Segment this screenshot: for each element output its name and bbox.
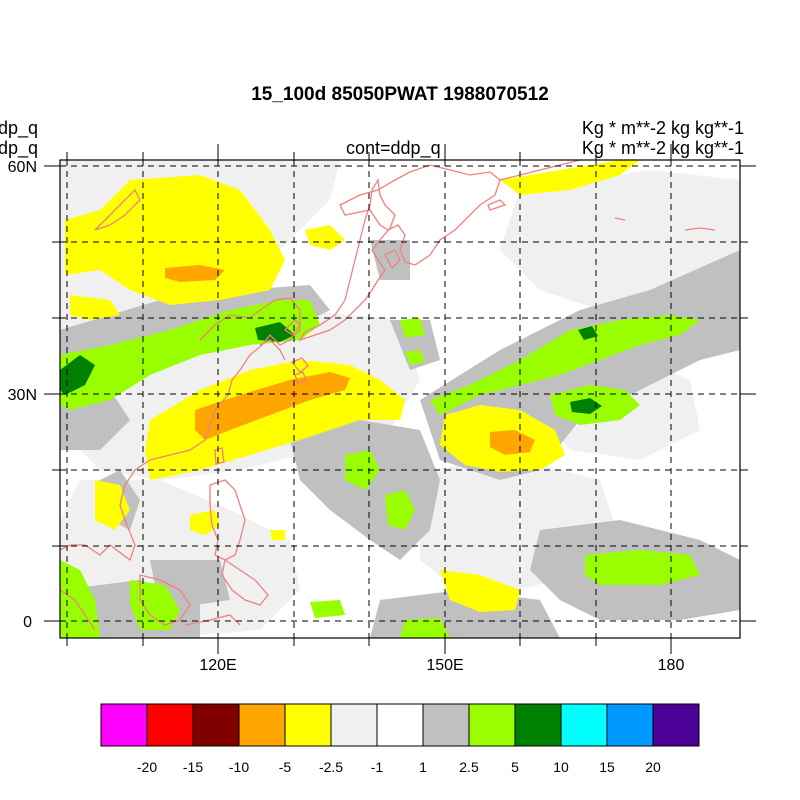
coastline <box>184 614 241 626</box>
green-region <box>310 600 345 618</box>
yellow-region <box>190 510 220 535</box>
colorbar-tick-label: 2.5 <box>459 759 479 775</box>
coastline <box>684 227 716 231</box>
orange-region <box>195 372 350 440</box>
green-region <box>60 300 320 410</box>
lat-label-0: 0 <box>23 614 32 631</box>
coastline <box>214 447 225 465</box>
light-gray-region <box>500 170 740 310</box>
lat-label-30n: 30N <box>8 387 37 404</box>
colorbar-tick-label: 20 <box>645 759 661 775</box>
coastline <box>283 319 301 336</box>
colorbar-box <box>100 703 148 747</box>
lat-label-60n: 60N <box>8 159 37 176</box>
green-region <box>385 490 415 530</box>
lon-label-120e: 120E <box>199 657 236 674</box>
dark-green-region <box>570 398 602 414</box>
colorbar-box <box>284 703 332 747</box>
colorbar-box <box>146 703 194 747</box>
colorbar-tick-label: 10 <box>553 759 569 775</box>
colorbar-box <box>192 703 240 747</box>
colorbar-tick-label: -5 <box>279 759 292 775</box>
colorbar-tick-label: -10 <box>229 759 249 775</box>
left-variable-label-1: ddp_q <box>0 118 39 138</box>
green-region <box>400 318 425 338</box>
colorbar-labels: -20 -15 -10 -5 -2.5 -1 1 2.5 5 10 15 20 <box>137 759 661 775</box>
colorbar-boxes <box>100 703 700 747</box>
colorbar-tick-label: -20 <box>137 759 157 775</box>
lon-label-180: 180 <box>658 657 685 674</box>
colorbar-box <box>330 703 378 747</box>
contour-label: cont=ddp_q <box>346 138 441 158</box>
orange-region <box>165 265 225 282</box>
coastline <box>259 339 286 361</box>
coastline <box>384 249 401 270</box>
colorbar-box <box>652 703 700 747</box>
units-label-1: Kg * m**-2 kg kg**-1 <box>581 118 744 138</box>
yellow-region <box>65 175 285 305</box>
colorbar-box <box>468 703 516 747</box>
coastline <box>290 357 309 373</box>
coastline <box>614 217 626 221</box>
colorbar-tick-label: 15 <box>599 759 615 775</box>
yellow-region <box>305 225 345 250</box>
colorbar-box <box>606 703 654 747</box>
contour-fill-layer <box>60 160 740 638</box>
colorbar-tick-label: 5 <box>511 759 519 775</box>
colorbar-tick-label: 1 <box>419 759 427 775</box>
coastline <box>294 371 307 384</box>
units-label-2: Kg * m**-2 kg kg**-1 <box>581 138 744 158</box>
orange-region <box>490 430 535 455</box>
dark-green-region <box>255 322 295 342</box>
coastline <box>221 558 269 606</box>
green-region <box>430 315 700 415</box>
coastline <box>298 178 396 342</box>
gridline-layer <box>60 160 740 638</box>
plot-frame <box>59 159 741 639</box>
colorbar-tick-label: -2.5 <box>319 759 343 775</box>
dark-green-region <box>60 355 95 395</box>
yellow-region <box>500 160 640 195</box>
coastline <box>60 297 301 562</box>
tick-layer <box>44 144 756 654</box>
gray-region <box>390 320 440 370</box>
yellow-region <box>440 570 520 612</box>
yellow-region <box>70 295 120 320</box>
coastline <box>94 188 141 231</box>
plot-title: 15_100d 85050PWAT 1988070512 <box>251 84 549 105</box>
green-region <box>400 618 450 638</box>
yellow-region <box>270 530 285 540</box>
coastline <box>209 479 246 561</box>
colorbar-tick-label: -1 <box>371 759 384 775</box>
green-region <box>405 350 425 365</box>
colorbar-box <box>560 703 608 747</box>
coastline <box>339 164 501 266</box>
colorbar-box <box>514 703 562 747</box>
coastline <box>487 199 507 211</box>
coastline <box>499 160 581 181</box>
colorbar-box <box>238 703 286 747</box>
lon-label-150e: 150E <box>426 657 463 674</box>
colorbar-box <box>422 703 470 747</box>
colorbar-tick-label: -15 <box>183 759 203 775</box>
dark-green-region <box>578 326 598 340</box>
left-variable-label-2: ddp_q <box>0 138 39 158</box>
green-region <box>60 560 100 638</box>
colorbar-box <box>376 703 424 747</box>
yellow-region <box>95 480 130 530</box>
